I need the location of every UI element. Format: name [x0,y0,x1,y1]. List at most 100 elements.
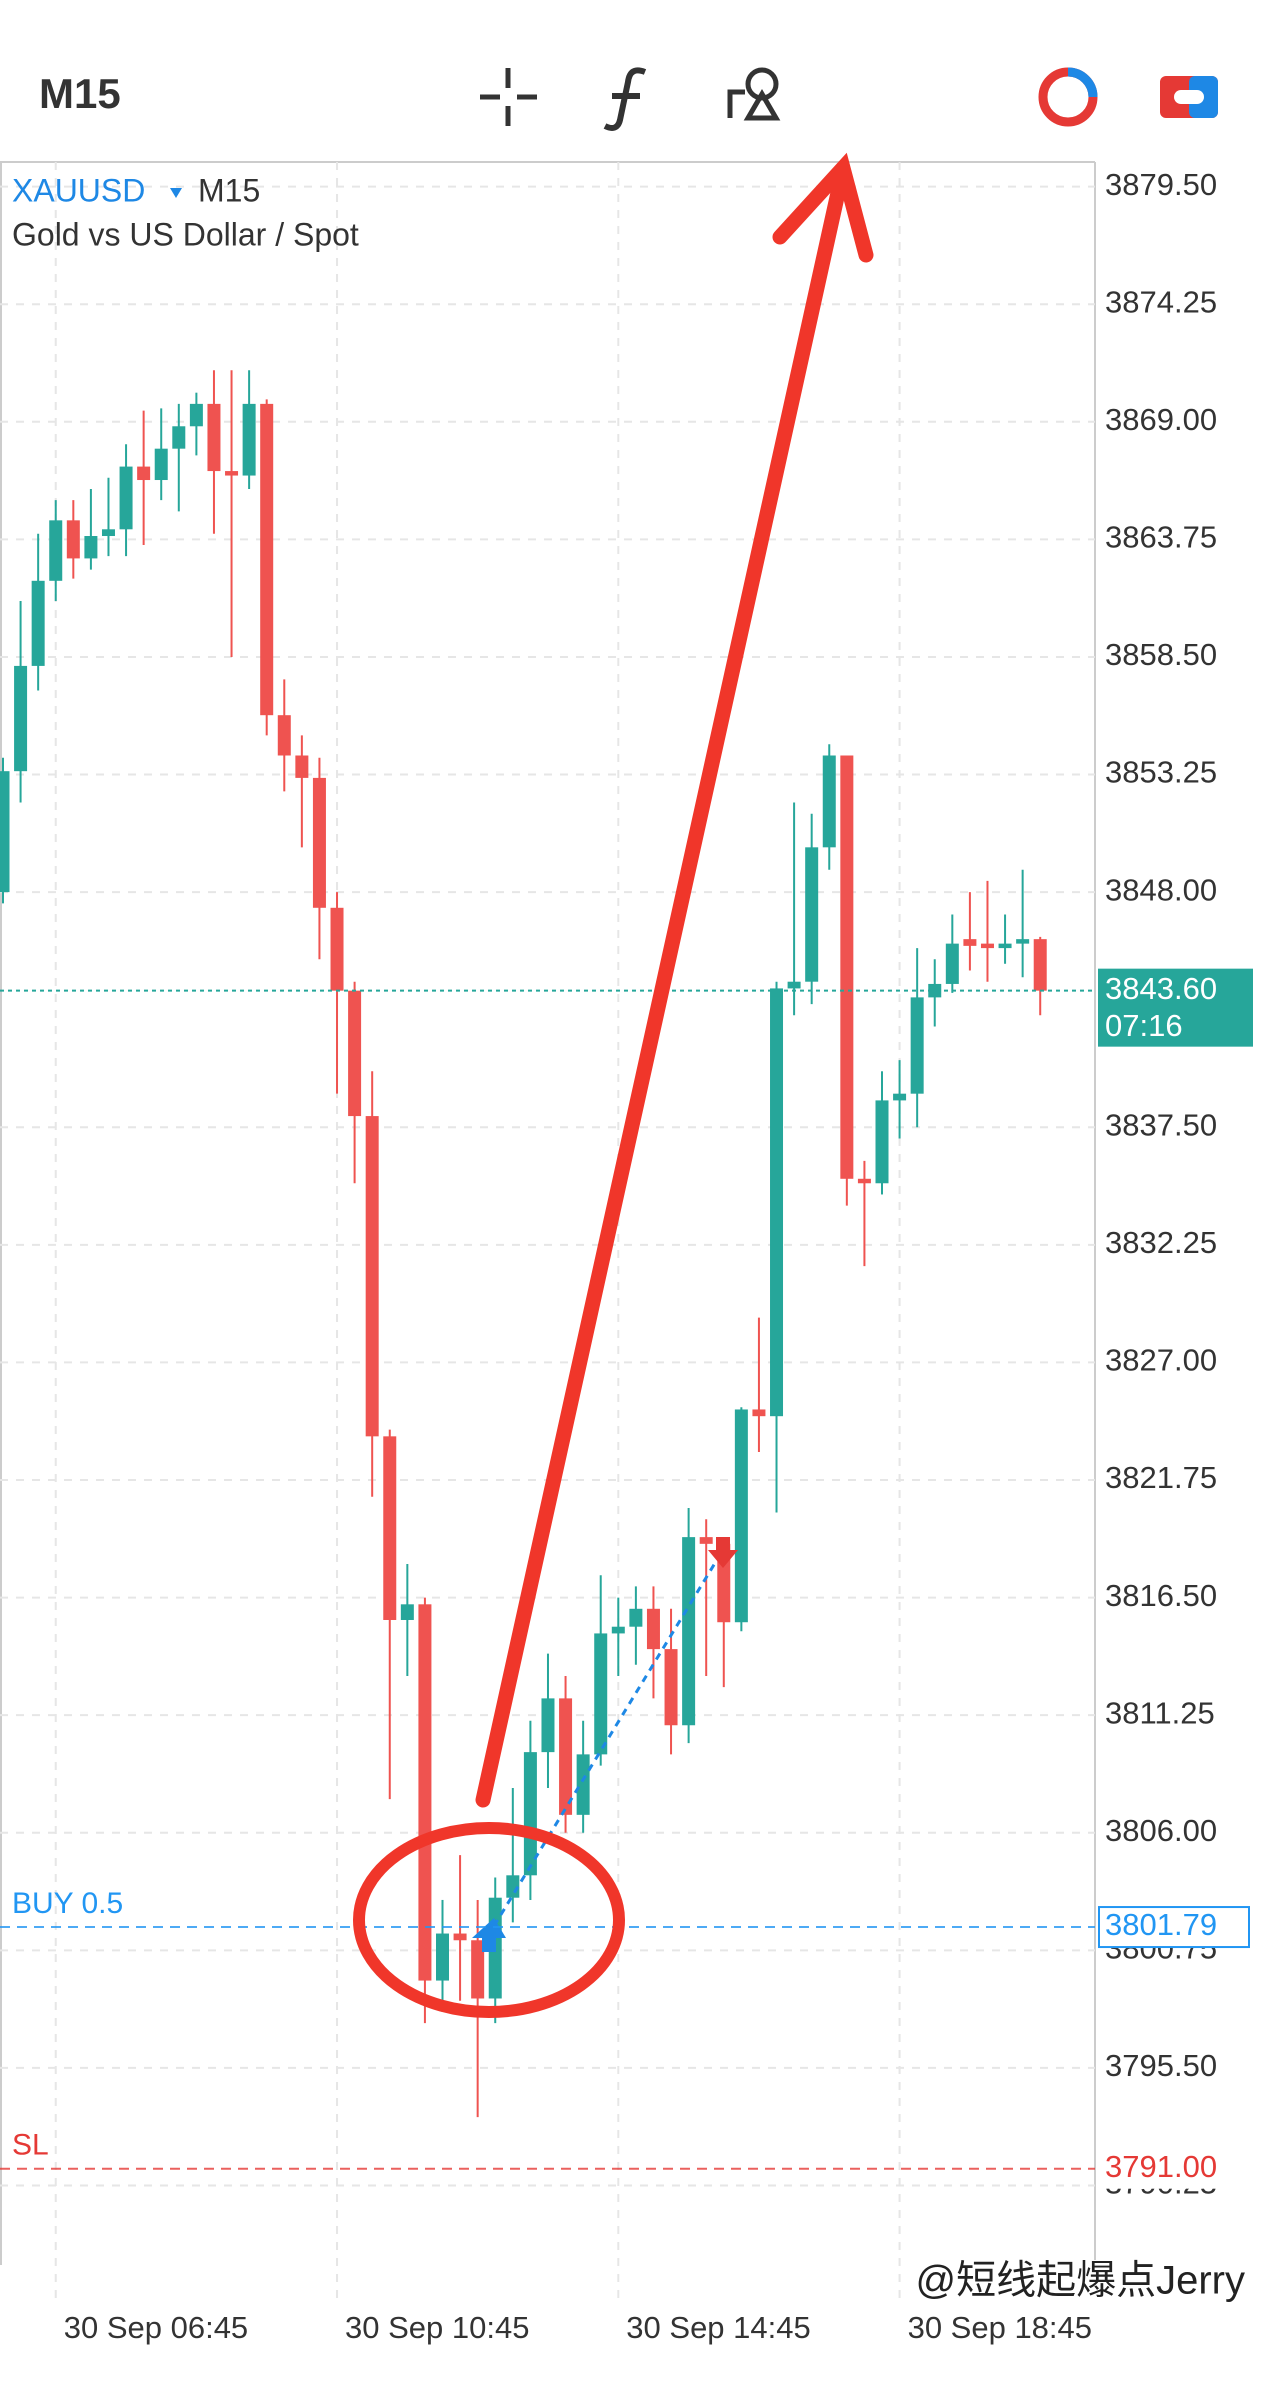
legend-timeframe: M15 [198,172,260,208]
trade-icon[interactable] [1160,76,1218,118]
x-tick-label: 30 Sep 06:45 [64,2310,248,2345]
candle-body [770,988,784,1417]
candle-body [840,755,854,1179]
annotation-circle [353,1822,625,2018]
y-tick-label: 3827.00 [1105,1343,1217,1378]
price-line-label: 3791.00 [1105,2149,1217,2184]
candle-body [418,1604,432,1981]
y-tick-label: 3837.50 [1105,1107,1217,1142]
candle-body [14,665,28,772]
indicators-icon[interactable] [603,67,647,131]
candle-body [805,847,819,982]
y-tick-label: 3848.00 [1105,872,1217,907]
symbol-dropdown[interactable] [170,188,182,198]
y-tick-label: 3869.00 [1105,402,1217,437]
trade-path [492,1544,728,1927]
candle-body [137,466,151,481]
x-tick-label: 30 Sep 10:45 [345,2310,529,2345]
current-price-label: 3843.60 [1105,971,1217,1006]
candle-body [295,755,309,778]
candle-body [594,1633,608,1755]
candle-body [0,771,10,893]
y-tick-label: 3874.25 [1105,284,1217,319]
candle-body [101,529,115,537]
candle-body [857,1178,871,1184]
y-tick-label: 3879.50 [1105,167,1217,202]
candle-body [189,403,203,427]
y-tick-label: 3853.25 [1105,755,1217,790]
candle-body [752,1409,766,1417]
price-line-box [1098,1906,1250,1949]
labels: 3879.50 3874.25 3869.00 3863.75 3858.50 3853.… [0,167,1253,2345]
annotation-arrow [475,152,874,1808]
candle-body [436,1933,449,1981]
candle-body [260,403,274,716]
price-line-label: 3801.79 [1105,1907,1217,1942]
candle-body [629,1608,643,1627]
candle-body [66,520,80,559]
candle-body [31,580,45,666]
candle-body [400,1604,414,1620]
x-tick-label: 30 Sep 18:45 [908,2310,1092,2345]
watermark: @短线起爆点Jerry [916,2259,1246,2303]
symbol[interactable]: XAUUSD [12,172,145,208]
price-line-name: SL [12,2129,49,2162]
candle-body [225,471,239,476]
account-icon[interactable] [1038,67,1098,127]
candle-body [84,536,98,559]
candle-body [49,520,63,581]
candle-body [154,448,168,481]
candle-body [330,907,344,991]
candle-body [471,1940,485,1999]
timeframe-button[interactable]: M15 [39,70,121,117]
candle-body [945,943,959,984]
candle-body [541,1698,555,1753]
candle-body [998,943,1012,949]
candle-body [277,715,291,756]
candle-body [664,1649,678,1726]
candle-body [312,777,326,908]
candles [0,370,1047,2118]
candle-body [893,1093,907,1101]
candle-body [383,1436,397,1620]
candle-body [207,403,221,472]
candle-body [242,403,256,476]
y-tick-label: 3863.75 [1105,520,1217,555]
y-tick-label: 3795.50 [1105,2048,1217,2083]
candle-body [963,939,977,946]
candle-body [822,755,836,848]
candle-body [646,1608,660,1650]
candle-body [1033,939,1047,991]
y-tick-label: 3811.25 [1105,1695,1215,1730]
current-price-box [1098,968,1253,1047]
candle-body [928,983,942,998]
candle-body [699,1537,713,1544]
sell-marker [708,1537,738,1568]
y-tick-label: 3816.50 [1105,1578,1217,1613]
objects-icon[interactable] [727,67,781,121]
candle-body [559,1698,573,1815]
candle-body [119,466,133,530]
y-tick-label: 3832.25 [1105,1225,1217,1260]
crosshair-icon[interactable] [480,68,537,126]
candle-body [980,943,994,949]
candle-body [523,1752,537,1876]
candle-body [453,1933,467,1941]
candle-body [1016,939,1030,944]
y-tick-label: 3806.00 [1105,1813,1217,1848]
candle-body [787,981,801,989]
candle-body [734,1409,748,1623]
symbol-description: Gold vs US Dollar / Spot [12,216,359,252]
candle-body [682,1537,696,1726]
price-line-name: BUY 0.5 [12,1887,123,1920]
x-tick-label: 30 Sep 14:45 [626,2310,810,2345]
candle-body [875,1100,889,1184]
candle-body [348,990,362,1117]
candle-body [172,426,186,449]
y-tick-label: 3821.75 [1105,1460,1217,1495]
candle-body [365,1116,379,1437]
price-line-box [1099,2148,1249,2189]
candle-body [611,1626,625,1634]
